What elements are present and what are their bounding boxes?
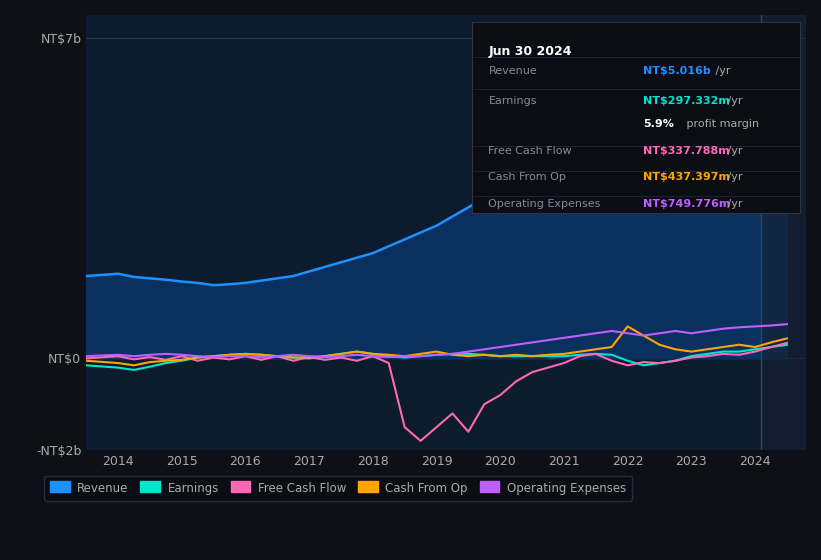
Text: Cash From Op: Cash From Op [488, 172, 566, 183]
Text: NT$5.016b: NT$5.016b [643, 66, 711, 76]
Text: Earnings: Earnings [488, 96, 537, 106]
Text: /yr: /yr [724, 172, 743, 183]
Bar [761, 15, 806, 450]
Text: /yr: /yr [724, 146, 743, 156]
Text: NT$437.397m: NT$437.397m [643, 172, 730, 183]
Legend: Revenue, Earnings, Free Cash Flow, Cash From Op, Operating Expenses: Revenue, Earnings, Free Cash Flow, Cash … [44, 476, 632, 501]
Text: /yr: /yr [724, 96, 743, 106]
Text: Revenue: Revenue [488, 66, 537, 76]
Text: Operating Expenses: Operating Expenses [488, 199, 601, 209]
Text: NT$749.776m: NT$749.776m [643, 199, 730, 209]
Text: 5.9%: 5.9% [643, 119, 674, 129]
Text: /yr: /yr [724, 199, 743, 209]
Text: Free Cash Flow: Free Cash Flow [488, 146, 572, 156]
Text: NT$297.332m: NT$297.332m [643, 96, 730, 106]
Text: profit margin: profit margin [683, 119, 759, 129]
Text: NT$337.788m: NT$337.788m [643, 146, 730, 156]
Text: Jun 30 2024: Jun 30 2024 [488, 45, 572, 58]
Text: /yr: /yr [713, 66, 731, 76]
